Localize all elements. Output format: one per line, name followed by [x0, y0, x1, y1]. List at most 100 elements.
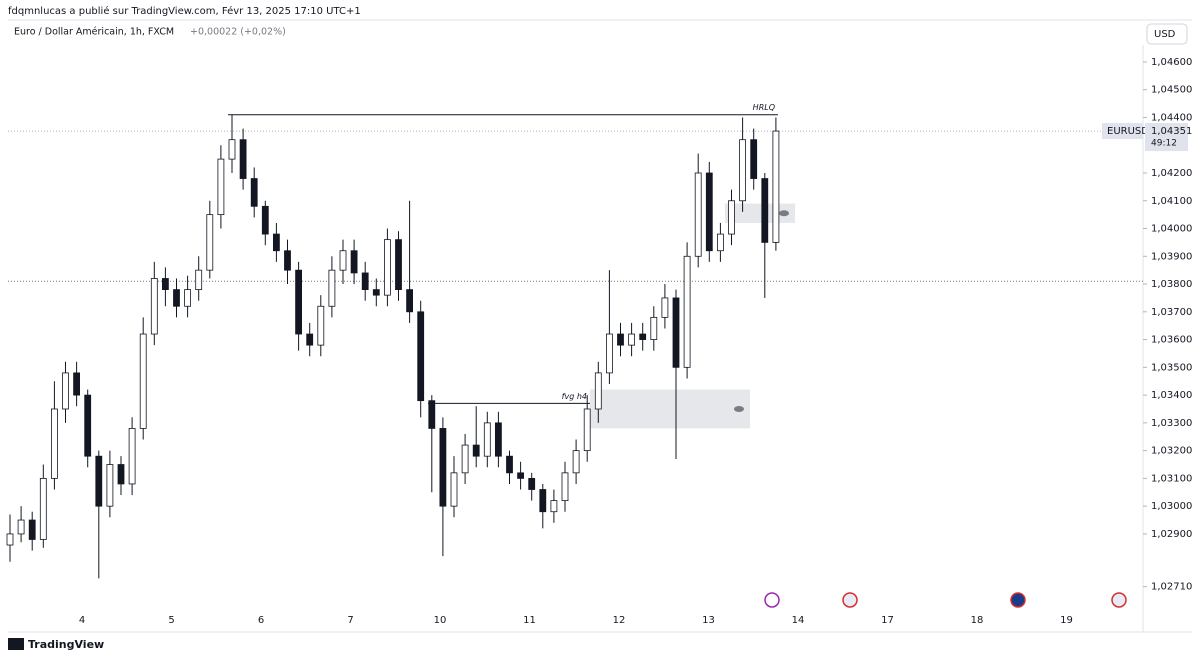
candle-body [139, 333, 147, 429]
logo [8, 638, 24, 650]
x-tick-label: 13 [702, 615, 715, 626]
candle-body [639, 333, 647, 340]
candle-body [494, 422, 502, 457]
y-tick-label: 1,03400 [1151, 390, 1192, 401]
candle-body [517, 472, 524, 479]
candle-body [284, 250, 291, 271]
candle-body [661, 297, 669, 318]
candle-body [728, 200, 735, 235]
candle-body [606, 333, 613, 374]
x-tick-label: 17 [881, 615, 894, 626]
last-price-label: 1,04351 [1151, 126, 1192, 137]
candle-body [372, 289, 380, 296]
zone [590, 389, 750, 429]
candle-body [261, 205, 269, 235]
candle-body [228, 139, 236, 160]
countdown: 49:12 [1151, 139, 1177, 149]
candle-body [150, 278, 158, 335]
candle-body [672, 297, 680, 368]
candle-body [650, 316, 658, 340]
y-tick-label: 1,03500 [1151, 362, 1192, 373]
candle-body [161, 278, 169, 291]
y-tick-label: 1,03700 [1151, 307, 1192, 318]
candle-body [550, 500, 558, 513]
footer: TradingView [28, 638, 104, 651]
candle-body [217, 158, 225, 216]
candle-body [383, 239, 391, 296]
candle-body [572, 450, 580, 474]
candle-body [195, 269, 203, 291]
candle-body [6, 533, 14, 546]
symbol: Euro / Dollar Américain, 1h, FXCM [14, 27, 174, 38]
candle-body [328, 269, 336, 307]
x-tick-label: 5 [168, 615, 174, 626]
candle-body [594, 372, 602, 410]
candle-body [739, 139, 746, 202]
y-tick-label: 1,02710 [1151, 582, 1192, 593]
y-tick-label: 1,03200 [1151, 446, 1192, 457]
y-tick-label: 1,02900 [1151, 529, 1192, 540]
y-tick-label: 1,04400 [1151, 112, 1192, 123]
candle-body [250, 178, 258, 207]
level-label: fvg h4 [562, 392, 587, 401]
candle-body [617, 333, 624, 346]
candle-body [62, 372, 69, 410]
x-tick-label: 4 [79, 615, 85, 626]
candle-body [73, 372, 80, 396]
event-icon[interactable] [764, 592, 780, 608]
last-price-tag [1145, 123, 1188, 152]
candle-body [84, 394, 92, 457]
y-tick-label: 1,04000 [1151, 224, 1192, 235]
event-icon[interactable] [1111, 592, 1127, 608]
candle-body [428, 400, 436, 429]
x-tick-label: 6 [258, 615, 264, 626]
candle-body [406, 289, 414, 313]
candle-body [272, 233, 280, 252]
candle-body [528, 477, 536, 490]
candle-body [51, 408, 58, 479]
candle-body [483, 422, 491, 457]
symbol-tag-bg [1102, 123, 1143, 140]
y-tick-label: 1,04600 [1151, 57, 1192, 68]
x-tick-label: 12 [613, 615, 626, 626]
candle-body [683, 255, 691, 368]
candle-body [705, 172, 713, 252]
y-tick-label: 1,03000 [1151, 501, 1192, 512]
candle-body [317, 305, 325, 346]
currency-button[interactable] [1146, 23, 1188, 45]
candle-body [772, 130, 780, 243]
x-tick-label: 19 [1060, 615, 1073, 626]
event-icon[interactable] [1010, 592, 1026, 608]
candle-body [561, 472, 569, 502]
x-tick-label: 11 [523, 615, 536, 626]
zone-eye [779, 210, 789, 217]
event-icons [764, 592, 1127, 608]
currency: USD [1154, 29, 1176, 40]
y-tick-label: 1,03800 [1151, 279, 1192, 290]
candle-body [117, 464, 125, 485]
candle-body [750, 139, 758, 179]
level-label: HRLQ [753, 103, 775, 112]
symbol-tag: EURUSD [1107, 126, 1149, 137]
event-icon[interactable] [842, 592, 858, 608]
x-tick-label: 7 [347, 615, 353, 626]
y-tick-label: 1,03600 [1151, 335, 1192, 346]
candle-body [472, 444, 480, 457]
x-tick-label: 10 [434, 615, 447, 626]
candle-body [350, 250, 358, 274]
y-tick-label: 1,04500 [1151, 85, 1192, 96]
candle-body [694, 172, 702, 257]
candle-body [461, 444, 469, 474]
candle-body [128, 428, 136, 485]
candle-body [361, 272, 369, 291]
candle-body [417, 311, 425, 402]
y-tick-label: 1,03300 [1151, 418, 1192, 429]
candle-body [106, 464, 114, 507]
x-tick-label: 14 [792, 615, 805, 626]
candle-body [761, 178, 769, 243]
candle-body [239, 139, 247, 179]
candle-body [39, 477, 47, 540]
y-tick-label: 1,03900 [1151, 251, 1192, 262]
y-tick-label: 1,04100 [1151, 196, 1192, 207]
